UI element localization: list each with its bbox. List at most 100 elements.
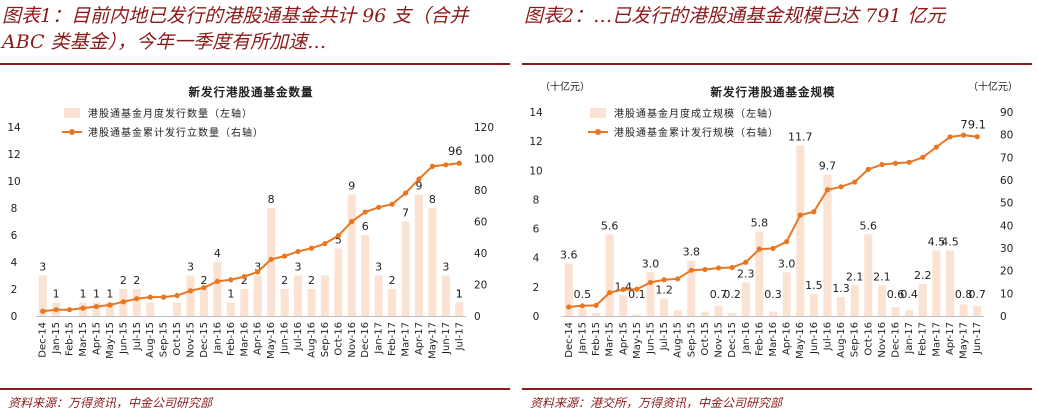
bar-value-label: 2 [241, 274, 248, 287]
x-tick-label: Aug-16 [836, 322, 847, 358]
bar-value-label: 3.0 [778, 257, 796, 270]
line-point-16 [784, 239, 790, 245]
line-point-30 [443, 162, 449, 168]
bar-value-label: 2.2 [914, 269, 932, 282]
bar-20 [307, 289, 316, 316]
line-point-28 [947, 134, 953, 140]
bar-value-label: 1 [227, 288, 234, 301]
y-tick-label: 8 [533, 194, 540, 206]
x-tick-label: Nov-16 [347, 322, 358, 358]
line-point-12 [729, 264, 735, 271]
bar-26 [918, 283, 927, 316]
bar-value-label: 2 [133, 274, 140, 287]
line-point-14 [756, 246, 762, 252]
y2-tick-label: 40 [1000, 220, 1013, 232]
line-end-label: 96 [448, 144, 463, 158]
bar-value-label: 2.1 [873, 270, 891, 283]
x-tick-label: Oct-15 [700, 322, 711, 356]
x-tick-label: Dec-15 [727, 322, 738, 358]
line-point-13 [214, 278, 221, 284]
line-point-17 [797, 212, 803, 218]
y-tick-label: 10 [7, 176, 20, 188]
line-point-3 [80, 305, 86, 311]
x-tick-label: Jan-16 [212, 322, 223, 355]
x-tick-label: May-17 [959, 322, 970, 359]
bar-value-label: 3 [39, 261, 46, 274]
x-tick-label: Feb-16 [754, 322, 765, 356]
line-point-7 [661, 277, 667, 283]
bar-value-label: 8 [268, 193, 275, 206]
bar-28 [414, 194, 423, 316]
bar-value-label: 3 [375, 261, 382, 274]
line-point-21 [852, 179, 858, 185]
y2-tick-label: 120 [474, 122, 494, 134]
bar-27 [932, 250, 941, 316]
x-tick-label: May-16 [266, 322, 277, 359]
bar-14 [226, 302, 235, 316]
bar-value-label: 5 [335, 234, 342, 247]
figure-1-source: 资料来源：万得资讯，中金公司研究部 [8, 396, 213, 410]
line-point-23 [879, 161, 885, 168]
y2-tick-label: 100 [474, 154, 494, 166]
line-point-24 [362, 209, 368, 215]
y-tick-label: 4 [533, 253, 540, 265]
y-tick-label: 14 [529, 107, 543, 119]
line-point-25 [906, 159, 912, 165]
bar-value-label: 11.7 [788, 131, 813, 144]
bar-value-label: 1.3 [832, 282, 850, 295]
x-tick-label: Jan-17 [904, 322, 915, 355]
line-point-6 [647, 279, 654, 286]
y-tick-label: 6 [533, 224, 540, 236]
x-tick-label: Mar-15 [605, 322, 616, 357]
x-tick-label: Apr-16 [253, 322, 264, 355]
line-point-28 [416, 176, 422, 182]
line-point-0 [40, 308, 46, 314]
bar-value-label: 3.6 [560, 249, 578, 262]
x-tick-label: Apr-17 [414, 322, 425, 355]
x-tick-label: Aug-15 [673, 322, 684, 358]
line-point-1 [53, 307, 59, 313]
bar-value-label: 1 [53, 288, 60, 301]
bar-value-label: 3.0 [642, 257, 660, 270]
line-end-label: 79.1 [960, 118, 986, 132]
bar-value-label: 1.2 [655, 284, 673, 297]
bar-28 [945, 250, 954, 316]
bar-value-label: 9 [415, 180, 422, 193]
line-point-5 [107, 302, 113, 308]
y-axis-unit-label: （十亿元） [540, 80, 590, 93]
x-tick-label: Oct-16 [333, 322, 344, 356]
bar-0 [564, 263, 573, 316]
bar-value-label: 0.8 [955, 288, 973, 301]
bar-22 [864, 234, 873, 316]
bar-value-label: 4.5 [928, 235, 946, 248]
line-point-30 [974, 134, 980, 140]
y2-tick-label: 20 [1000, 266, 1013, 278]
bar-value-label: 1 [456, 288, 463, 301]
bar-25 [905, 310, 914, 316]
bar-29 [428, 208, 437, 316]
line-point-4 [620, 286, 626, 293]
line-point-1 [579, 303, 586, 309]
bar-12 [728, 313, 737, 316]
line-point-29 [429, 163, 436, 169]
bar-31 [455, 302, 464, 316]
x-tick-label: Oct-15 [172, 322, 183, 356]
legend-bar-swatch [590, 108, 606, 118]
x-tick-label: Jun-17 [972, 322, 983, 355]
line-point-19 [295, 248, 301, 255]
line-point-15 [770, 245, 776, 252]
x-tick-label: Jul-17 [454, 322, 465, 351]
x-tick-label: Aug-16 [306, 322, 317, 358]
y2-axis-unit-label: （十亿元） [968, 80, 1018, 93]
bar-value-label: 0.5 [574, 288, 592, 301]
bar-17 [267, 208, 276, 316]
legend-line-marker [69, 129, 75, 135]
bar-value-label: 0.7 [710, 288, 728, 301]
line-point-21 [322, 240, 328, 247]
y-tick-label: 2 [11, 284, 18, 296]
bar-4 [619, 295, 628, 316]
bar-20 [837, 297, 846, 316]
bar-18 [280, 289, 289, 316]
line-point-0 [566, 304, 572, 310]
